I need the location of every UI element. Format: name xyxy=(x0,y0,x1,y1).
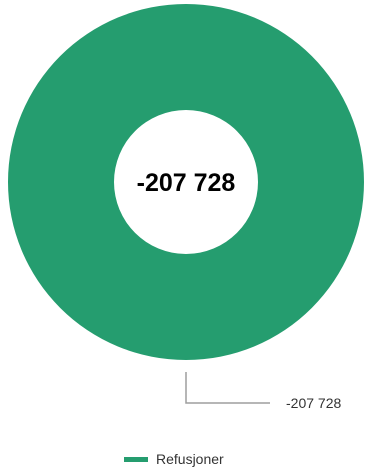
legend-item-label[interactable]: Refusjoner xyxy=(156,451,224,467)
donut-slice-0[interactable] xyxy=(8,4,364,360)
center-total-label: -207 728 xyxy=(137,169,236,197)
legend-swatch xyxy=(124,457,148,462)
annotation-leader-line xyxy=(185,372,270,404)
slice-data-label: -207 728 xyxy=(286,395,341,411)
